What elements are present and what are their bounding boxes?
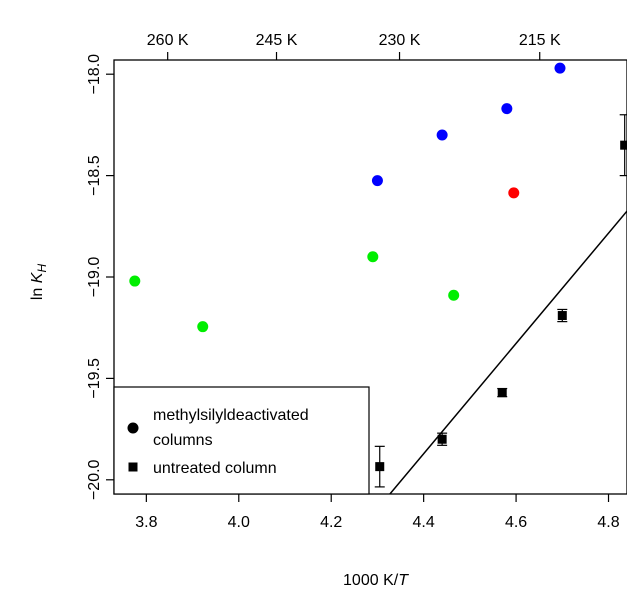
fit-line [389, 210, 627, 494]
x-tick-label: 4.2 [320, 514, 342, 531]
x-axis-label: 1000 K/T [343, 572, 409, 589]
data-point [129, 275, 141, 287]
x-tick-label: 4.6 [505, 514, 527, 531]
data-point [375, 462, 385, 472]
data-point [448, 289, 460, 301]
top-tick-label: 215 K [519, 32, 561, 49]
data-point [371, 175, 383, 187]
top-tick-label: 245 K [256, 32, 298, 49]
x-tick-label: 4.4 [413, 514, 435, 531]
data-point [367, 251, 379, 263]
data-point [436, 129, 448, 141]
legend-marker-square [128, 462, 138, 472]
legend-marker-circle [127, 422, 139, 434]
x-tick-label: 4.0 [228, 514, 250, 531]
y-axis-label: ln KH [29, 264, 49, 301]
legend-label: untreated column [153, 460, 277, 477]
axes: 3.8 4.0 4.2 4.4 4.6 4.8 −18.0 −18.5 −19.0 −19.5 −2… [86, 32, 620, 531]
data-layer [129, 62, 627, 494]
y-tick-label: −19.5 [86, 358, 103, 399]
y-tick-label: −20.0 [86, 459, 103, 500]
x-tick-label: 4.8 [597, 514, 619, 531]
legend-label: methylsilyldeactivated [153, 407, 309, 424]
legend-box [113, 386, 370, 495]
data-point [620, 140, 627, 150]
y-tick-label: −18.5 [86, 155, 103, 196]
data-point [557, 311, 567, 321]
y-tick-label: −19.0 [86, 257, 103, 298]
data-point [437, 434, 447, 444]
top-tick-label: 230 K [379, 32, 421, 49]
data-point [197, 321, 209, 333]
x-tick-label: 3.8 [135, 514, 157, 531]
legend: methylsilyldeactivated columns untreated c… [113, 386, 370, 495]
data-point [508, 187, 520, 199]
data-point [554, 62, 566, 74]
data-point [501, 103, 513, 115]
data-point [497, 388, 507, 398]
top-tick-label: 260 K [147, 32, 189, 49]
y-tick-label: −18.0 [86, 54, 103, 95]
legend-label-continued: columns [153, 432, 213, 449]
axis-labels: 1000 K/T ln KH [29, 264, 409, 589]
